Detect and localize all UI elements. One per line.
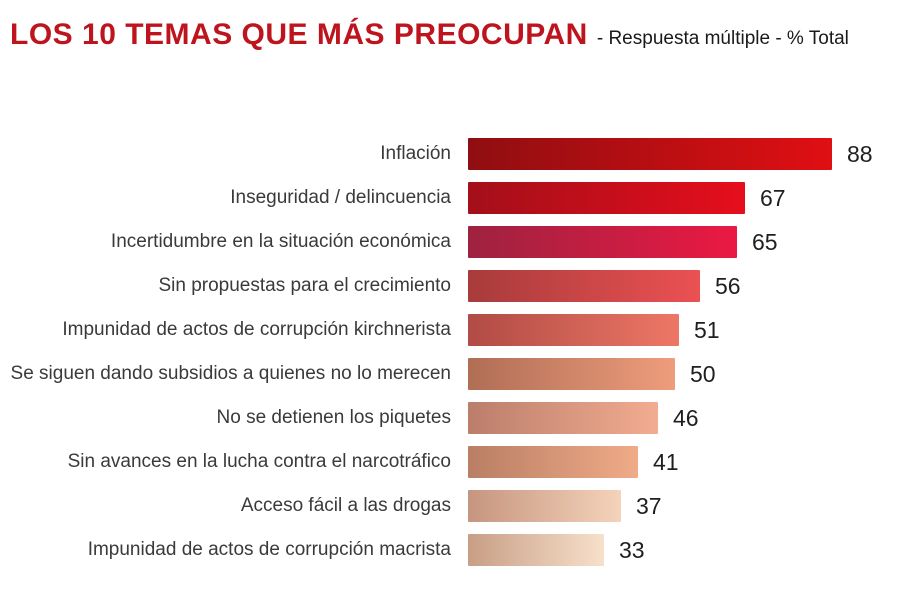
- bar: [468, 490, 621, 522]
- value-label: 41: [653, 448, 679, 475]
- bar: [468, 138, 832, 170]
- bar: [468, 314, 679, 346]
- bar: [468, 446, 638, 478]
- bar-chart: Inflación 88 Inseguridad / delincuencia …: [0, 132, 900, 572]
- chart-header: LOS 10 TEMAS QUE MÁS PREOCUPAN - Respues…: [10, 18, 849, 52]
- category-label: Impunidad de actos de corrupción macrist…: [87, 539, 451, 560]
- bar: [468, 182, 745, 214]
- chart-row: Inflación 88: [0, 132, 900, 176]
- category-label: Acceso fácil a las drogas: [240, 495, 451, 516]
- chart-row: Sin avances en la lucha contra el narcot…: [0, 440, 900, 484]
- value-label: 37: [636, 492, 662, 519]
- bar: [468, 402, 658, 434]
- bar: [468, 226, 737, 258]
- category-label: Incertidumbre en la situación económica: [110, 231, 451, 252]
- chart-subtitle: - Respuesta múltiple - % Total: [596, 28, 849, 49]
- value-label: 51: [694, 316, 720, 343]
- chart-row: No se detienen los piquetes 46: [0, 396, 900, 440]
- category-label: Inseguridad / delincuencia: [230, 187, 451, 208]
- category-label: Se siguen dando subsidios a quienes no l…: [10, 363, 451, 384]
- bar: [468, 358, 675, 390]
- category-label: Sin avances en la lucha contra el narcot…: [67, 451, 451, 472]
- category-label: Sin propuestas para el crecimiento: [158, 275, 451, 296]
- value-label: 67: [760, 184, 786, 211]
- value-label: 33: [619, 536, 645, 563]
- chart-row: Se siguen dando subsidios a quienes no l…: [0, 352, 900, 396]
- value-label: 50: [690, 360, 716, 387]
- chart-row: Incertidumbre en la situación económica …: [0, 220, 900, 264]
- category-label: Inflación: [380, 143, 451, 164]
- chart-title: LOS 10 TEMAS QUE MÁS PREOCUPAN: [10, 18, 588, 51]
- chart-row: Impunidad de actos de corrupción macrist…: [0, 528, 900, 572]
- chart-row: Inseguridad / delincuencia 67: [0, 176, 900, 220]
- category-label: No se detienen los piquetes: [216, 407, 452, 428]
- value-label: 46: [673, 404, 699, 431]
- bar: [468, 534, 604, 566]
- value-label: 65: [752, 228, 778, 255]
- value-label: 88: [847, 140, 873, 167]
- bar: [468, 270, 700, 302]
- value-label: 56: [715, 272, 741, 299]
- chart-row: Acceso fácil a las drogas 37: [0, 484, 900, 528]
- chart-row: Sin propuestas para el crecimiento 56: [0, 264, 900, 308]
- category-label: Impunidad de actos de corrupción kirchne…: [62, 319, 451, 340]
- chart-row: Impunidad de actos de corrupción kirchne…: [0, 308, 900, 352]
